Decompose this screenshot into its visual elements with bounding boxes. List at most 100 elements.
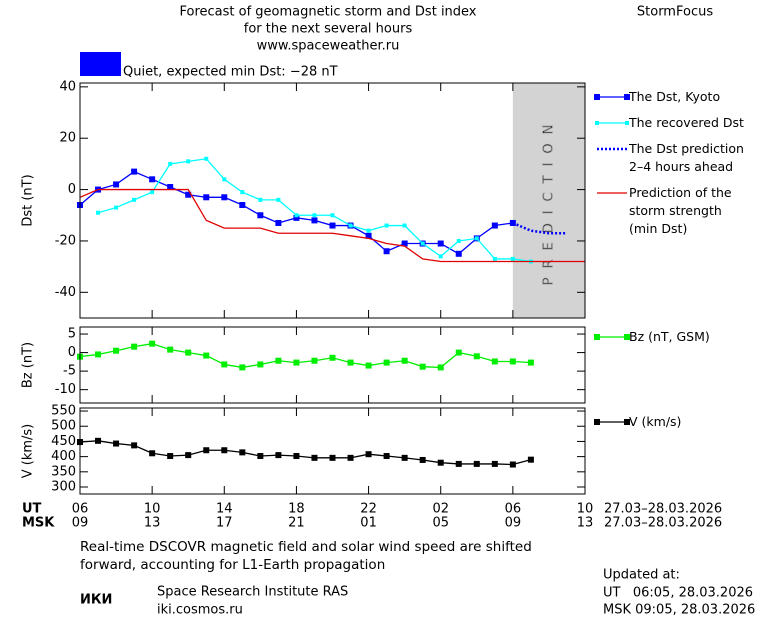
date-range: 27.03–28.03.2026 <box>604 516 722 531</box>
y-tick-label: -20 <box>55 233 76 248</box>
data-point <box>401 357 408 364</box>
data-point <box>455 349 462 356</box>
data-point <box>293 214 300 221</box>
data-point <box>239 364 246 371</box>
data-point <box>401 240 408 247</box>
legend-label: The Dst, Kyoto <box>629 89 721 104</box>
data-point <box>221 361 228 368</box>
x-tick-label: 10 <box>144 502 161 517</box>
data-point <box>473 353 480 360</box>
data-point <box>419 363 426 370</box>
data-point <box>456 238 461 243</box>
plot-area <box>80 327 585 403</box>
x-tick-label: 01 <box>360 516 377 531</box>
y-tick-label: 5 <box>68 327 76 342</box>
updated-title: Updated at: <box>603 568 680 583</box>
data-point <box>168 161 173 166</box>
series-line <box>512 221 567 235</box>
data-point <box>276 197 281 202</box>
data-point <box>149 340 156 347</box>
data-point <box>383 359 390 366</box>
data-point <box>204 156 209 161</box>
y-tick-label: -40 <box>55 285 76 300</box>
data-point <box>257 453 264 460</box>
data-point <box>150 190 155 195</box>
data-point <box>113 181 120 188</box>
data-point <box>330 213 335 218</box>
updated-ut: UT 06:05, 28.03.2026 <box>603 586 753 601</box>
data-point <box>275 219 282 226</box>
time-row-label: UT <box>22 502 42 517</box>
data-point <box>366 228 371 233</box>
footer-note: Real-time DSCOVR magnetic field and sola… <box>80 539 532 573</box>
legend-marker <box>595 121 599 125</box>
series-line <box>79 343 531 369</box>
data-point <box>167 453 174 460</box>
data-point <box>384 223 389 228</box>
data-point <box>527 359 534 366</box>
y-axis-title: Dst (nT) <box>21 174 36 226</box>
data-point <box>258 197 263 202</box>
data-point <box>527 456 534 463</box>
data-point <box>186 159 191 164</box>
x-tick-label: 02 <box>432 502 449 517</box>
data-point <box>347 359 354 366</box>
data-point <box>437 459 444 466</box>
data-point <box>95 351 102 358</box>
data-point <box>167 346 174 353</box>
data-point <box>131 343 138 350</box>
data-point <box>402 223 407 228</box>
plot-frame <box>79 82 586 319</box>
data-point <box>312 213 317 218</box>
y-tick-label: 20 <box>59 131 76 146</box>
data-point <box>203 447 210 454</box>
data-point <box>419 456 426 463</box>
legend-label: The Dst prediction 2–4 hours ahead <box>629 141 744 174</box>
data-point <box>149 450 156 457</box>
status-text: Quiet, expected min Dst: −28 nT <box>123 65 338 80</box>
y-tick-label: 550 <box>51 404 76 419</box>
data-point <box>329 222 336 229</box>
data-point <box>347 454 354 461</box>
y-axis-title: Bz (nT) <box>21 342 36 388</box>
series-line <box>79 440 532 466</box>
logo: ИКИ <box>80 593 112 608</box>
data-point <box>131 442 138 449</box>
data-point <box>491 460 498 467</box>
institute: Space Research Institute RAS <box>157 585 348 600</box>
plot-frame <box>79 326 586 404</box>
series-line <box>79 188 585 263</box>
legend-marker <box>594 419 600 425</box>
legend-marker <box>625 121 629 125</box>
x-tick-label: 13 <box>144 516 161 531</box>
x-tick-label: 10 <box>577 502 594 517</box>
y-tick-label: 0 <box>68 182 76 197</box>
x-tick-label: 06 <box>505 502 522 517</box>
legend-marker <box>624 419 630 425</box>
data-point <box>510 256 515 261</box>
prediction-label: PREDICTION <box>541 116 556 286</box>
data-point <box>275 357 282 364</box>
data-point <box>509 461 516 468</box>
data-point <box>114 205 119 210</box>
data-point <box>455 460 462 467</box>
data-point <box>474 236 479 241</box>
data-point <box>437 240 444 247</box>
data-point <box>221 447 228 454</box>
x-tick-label: 22 <box>360 502 377 517</box>
data-point <box>401 454 408 461</box>
data-point <box>257 361 264 368</box>
data-point <box>420 241 425 246</box>
y-tick-label: -10 <box>55 382 76 397</box>
data-point <box>509 358 516 365</box>
plot-frame <box>79 407 586 495</box>
title-line: for the next several hours <box>244 22 413 37</box>
data-point <box>131 168 138 175</box>
data-point <box>437 364 444 371</box>
data-point <box>365 362 372 369</box>
data-point <box>329 454 336 461</box>
legend-label: V (km/s) <box>629 414 682 429</box>
data-point <box>240 190 245 195</box>
data-point <box>203 352 210 359</box>
data-point <box>348 223 353 228</box>
